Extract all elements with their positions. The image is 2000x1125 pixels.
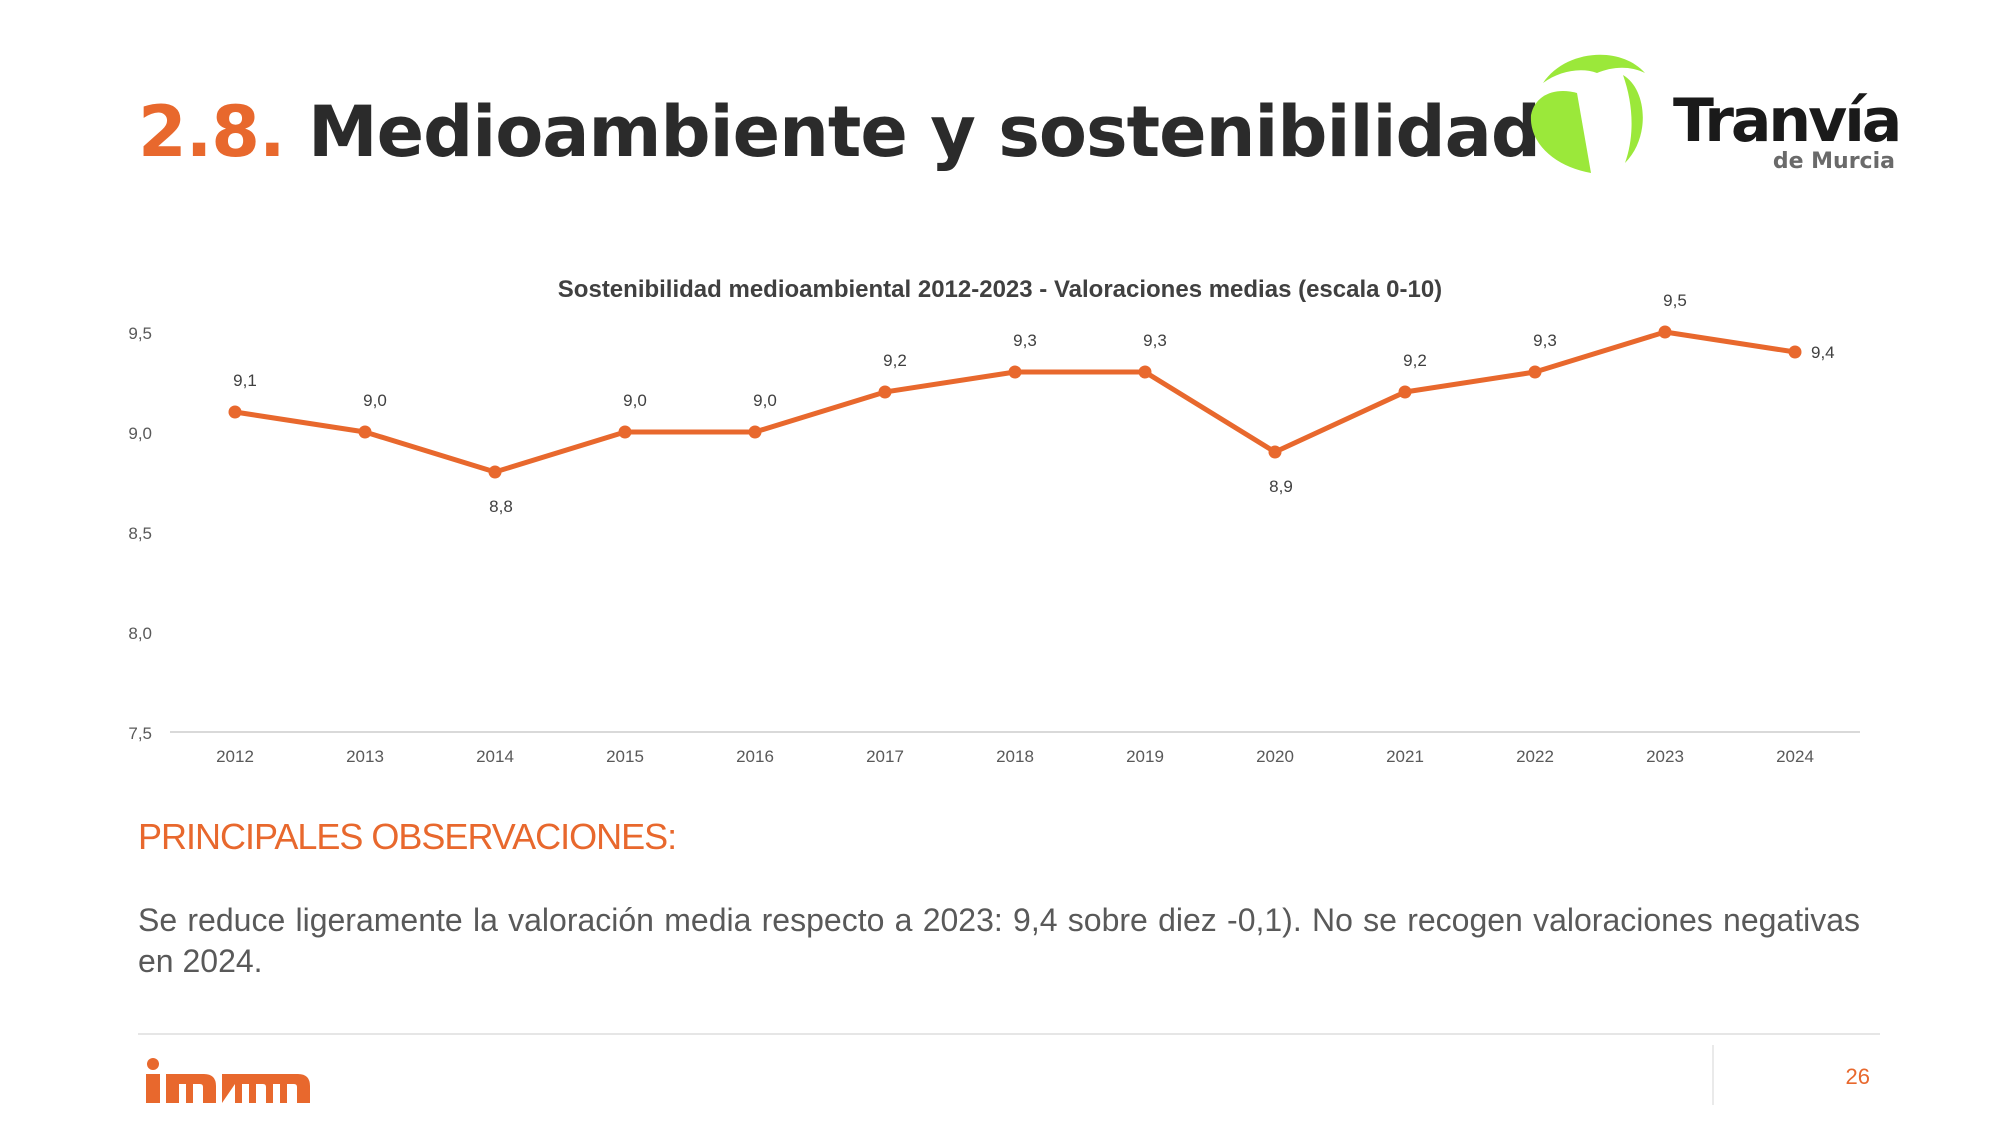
- footer-vertical-divider: [1712, 1045, 1714, 1105]
- data-label: 9,3: [1533, 331, 1557, 350]
- y-tick-label: 9,0: [128, 424, 152, 443]
- data-point: [488, 465, 502, 479]
- tranvia-logo-mark: [1530, 54, 1645, 173]
- x-tick-label: 2015: [606, 747, 644, 766]
- data-point: [1268, 445, 1282, 459]
- section-number: 2.8.: [138, 91, 286, 173]
- x-tick-label: 2022: [1516, 747, 1554, 766]
- data-label: 9,0: [753, 391, 777, 410]
- y-axis-ticks: 7,5 8,0 8,5 9,0 9,5: [128, 324, 152, 743]
- x-tick-label: 2023: [1646, 747, 1684, 766]
- data-point: [1658, 325, 1672, 339]
- imm-logo-text: imm: [140, 1055, 142, 1056]
- data-label: 9,0: [363, 391, 387, 410]
- x-axis-ticks: 2012 2013 2014 2015 2016 2017 2018 2019 2020 2021…: [216, 747, 1814, 766]
- x-tick-label: 2017: [866, 747, 904, 766]
- data-label: 9,3: [1143, 331, 1167, 350]
- chart-title: Sostenibilidad medioambiental 2012-2023 …: [558, 276, 1442, 303]
- data-label: 9,2: [1403, 351, 1427, 370]
- data-point: [358, 425, 372, 439]
- x-tick-label: 2013: [346, 747, 384, 766]
- data-point: [618, 425, 632, 439]
- data-point: [1008, 365, 1022, 379]
- data-label: 9,4: [1811, 343, 1835, 362]
- data-point: [228, 405, 242, 419]
- section-title: Medioambiente y sostenibilidad: [307, 91, 1541, 173]
- observations-text: Se reduce ligeramente la valoración medi…: [138, 902, 1860, 979]
- data-point: [1788, 345, 1802, 359]
- x-tick-label: 2012: [216, 747, 254, 766]
- imm-logo: imm: [140, 1055, 310, 1103]
- x-tick-label: 2019: [1126, 747, 1164, 766]
- y-tick-label: 9,5: [128, 324, 152, 343]
- x-tick-label: 2024: [1776, 747, 1814, 766]
- footer-divider: [138, 1033, 1880, 1035]
- x-tick-label: 2014: [476, 747, 514, 766]
- data-point: [878, 385, 892, 399]
- y-tick-label: 7,5: [128, 724, 152, 743]
- data-label: 9,3: [1013, 331, 1037, 350]
- line-chart: Sostenibilidad medioambiental 2012-2023 …: [128, 276, 1860, 766]
- x-tick-label: 2016: [736, 747, 774, 766]
- series-line: [232, 329, 1798, 475]
- data-points: [228, 325, 1802, 479]
- tranvia-logo: Tranvía de Murcia: [1525, 45, 1905, 185]
- data-point: [1138, 365, 1152, 379]
- page-number: 26: [1845, 1064, 1870, 1089]
- x-tick-label: 2020: [1256, 747, 1294, 766]
- y-tick-label: 8,0: [128, 624, 152, 643]
- data-label: 8,9: [1269, 477, 1293, 496]
- data-point: [1398, 385, 1412, 399]
- tranvia-logo-name: Tranvía: [1673, 86, 1902, 156]
- page-title: 2.8. Medioambiente y sostenibilidad: [138, 82, 1541, 182]
- data-label: 8,8: [489, 497, 513, 516]
- data-label: 9,5: [1663, 291, 1687, 310]
- data-labels: 9,1 9,0 8,8 9,0 9,0 9,2 9,3 9,3 8,9 9,2 9,3 9,5 9,4: [233, 291, 1834, 516]
- data-label: 9,0: [623, 391, 647, 410]
- data-point: [1528, 365, 1542, 379]
- data-label: 9,1: [233, 371, 257, 390]
- tranvia-logo-sub: de Murcia: [1772, 149, 1895, 174]
- y-tick-label: 8,5: [128, 524, 152, 543]
- x-tick-label: 2018: [996, 747, 1034, 766]
- observations-heading: PRINCIPALES OBSERVACIONES:: [138, 816, 677, 857]
- x-tick-label: 2021: [1386, 747, 1424, 766]
- data-point: [748, 425, 762, 439]
- data-label: 9,2: [883, 351, 907, 370]
